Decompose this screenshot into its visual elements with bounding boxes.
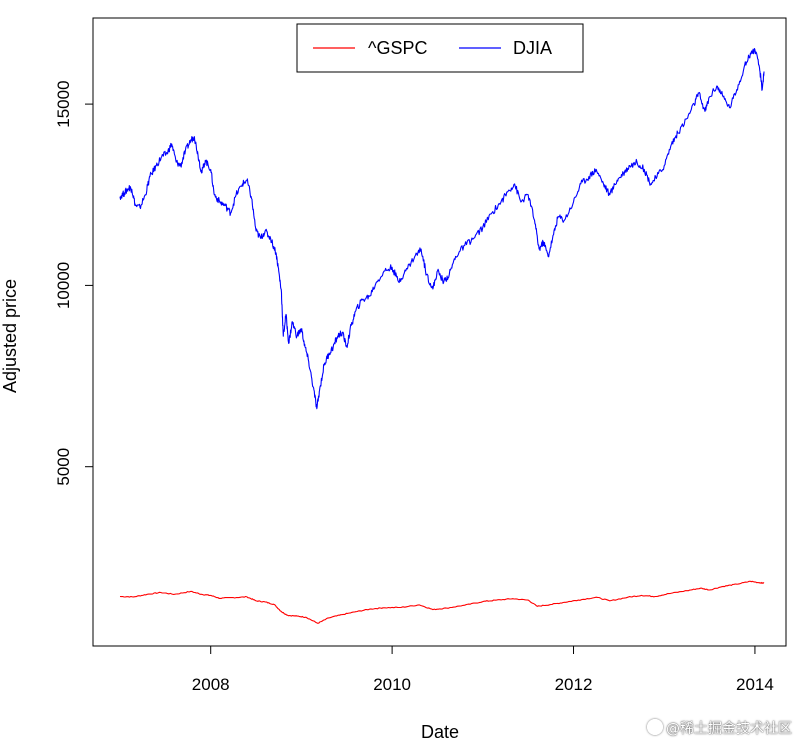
x-tick-label-2012: 2012 [555, 675, 593, 694]
axes: 2008 2010 2012 2014 5000 10000 15000 [54, 80, 774, 694]
y-tick-label-15000: 15000 [54, 80, 73, 127]
legend-label-gspc: ^GSPC [368, 38, 427, 58]
legend-box [296, 23, 584, 73]
x-tick-label-2010: 2010 [373, 675, 411, 694]
y-tick-label-10000: 10000 [54, 262, 73, 309]
series-layer [119, 48, 765, 624]
series-line-djia [119, 48, 765, 410]
watermark: @稀土掘金技术社区 [647, 718, 792, 738]
watermark-text: @稀土掘金技术社区 [666, 721, 792, 737]
x-axis-title: Date [421, 722, 459, 742]
y-tick-label-5000: 5000 [54, 448, 73, 486]
x-tick-label-2014: 2014 [736, 675, 774, 694]
chat-bubble-icon [647, 719, 663, 735]
plot-frame [92, 17, 787, 647]
series-line-gspc [119, 580, 765, 624]
legend-label-djia: DJIA [513, 38, 552, 58]
y-axis-title: Adjusted price [0, 279, 20, 393]
x-tick-label-2008: 2008 [192, 675, 230, 694]
legend: ^GSPC DJIA [296, 23, 584, 73]
